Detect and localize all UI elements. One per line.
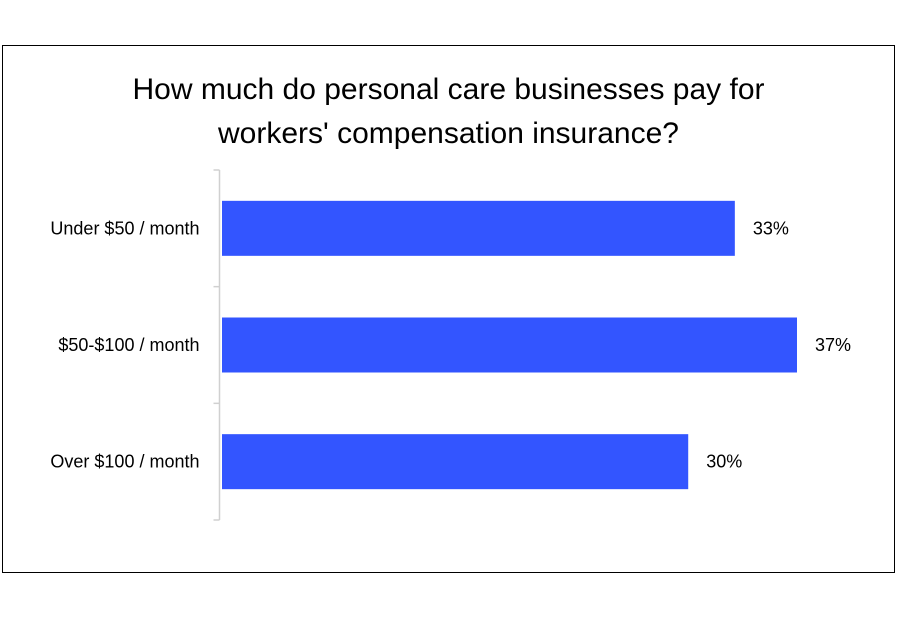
category-label: Over $100 / month: [50, 452, 199, 472]
data-label: 30%: [706, 452, 742, 472]
chart-title: How much do personal care businesses pay…: [3, 68, 894, 156]
category-axis: [213, 169, 221, 521]
labels: Under $50 / month 33% $50-$100 / month 37% O…: [50, 218, 851, 471]
data-label: 33%: [753, 218, 789, 238]
bar: [222, 317, 797, 373]
bar: [222, 200, 735, 256]
category-label: $50-$100 / month: [58, 335, 199, 355]
category-label: Under $50 / month: [50, 218, 199, 238]
data-label: 37%: [815, 335, 851, 355]
chart-title-line-2: workers' compensation insurance?: [218, 117, 679, 150]
bar: [222, 434, 689, 490]
bars: [222, 200, 797, 490]
chart-title-line-1: How much do personal care businesses pay…: [132, 73, 765, 106]
